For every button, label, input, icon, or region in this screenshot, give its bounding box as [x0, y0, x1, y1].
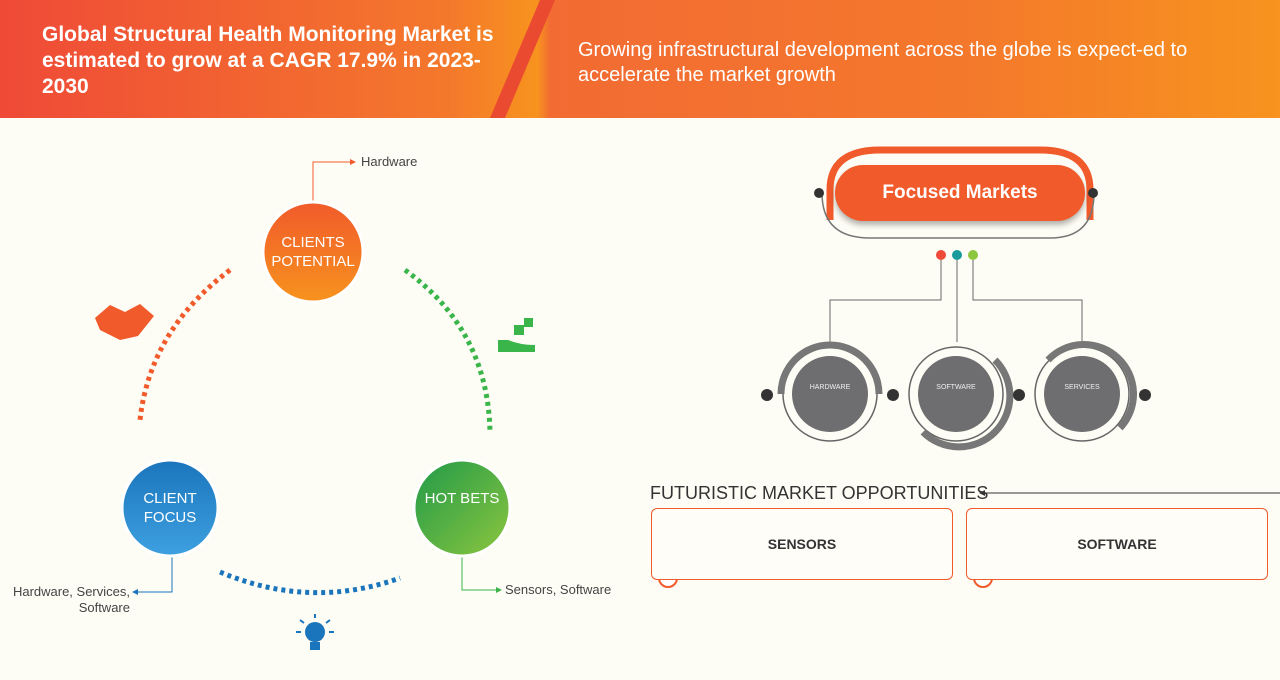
client-focus-circle — [120, 458, 220, 558]
opportunity-sensors: SENSORS — [651, 508, 953, 580]
hand-dice-icon — [498, 318, 535, 352]
opportunity-software: SOFTWARE — [966, 508, 1268, 580]
focused-item-software: SOFTWARE — [936, 384, 976, 391]
dot-red — [936, 250, 946, 260]
client-focus-note: Hardware, Services, Software — [12, 584, 130, 615]
software-node — [908, 346, 1025, 451]
dot-teal — [952, 250, 962, 260]
header-title: Global Structural Health Monitoring Mark… — [42, 23, 494, 98]
arc-blue — [219, 569, 401, 596]
header-subtitle: Growing infrastructural development acro… — [578, 39, 1188, 86]
clients-potential-note: Hardware — [361, 154, 418, 169]
services-node — [1034, 340, 1151, 442]
lightbulb-icon — [296, 614, 334, 650]
hardware-node — [761, 341, 899, 442]
hot-bets-circle — [412, 458, 512, 558]
handshake-icon — [95, 304, 154, 340]
client-focus-label: CLIENT FOCUS — [143, 490, 197, 526]
dot-green — [968, 250, 978, 260]
header-banner: Global Structural Health Monitoring Mark… — [0, 0, 1280, 118]
clients-potential-circle — [261, 200, 365, 304]
hot-bets-note: Sensors, Software — [505, 582, 612, 597]
hot-bets-label: HOT BETS — [424, 490, 500, 507]
clients-potential-label: CLIENTS POTENTIAL — [271, 234, 355, 270]
focused-markets-title: Focused Markets — [835, 165, 1085, 221]
futuristic-title: FUTURISTIC MARKET OPPORTUNITIES — [650, 483, 989, 503]
arc-orange — [137, 268, 232, 421]
focused-item-services: SERVICES — [1064, 384, 1100, 391]
diagonal-stripe — [490, 0, 555, 118]
focused-item-hardware: HARDWARE — [809, 384, 851, 391]
arc-green — [403, 267, 493, 433]
